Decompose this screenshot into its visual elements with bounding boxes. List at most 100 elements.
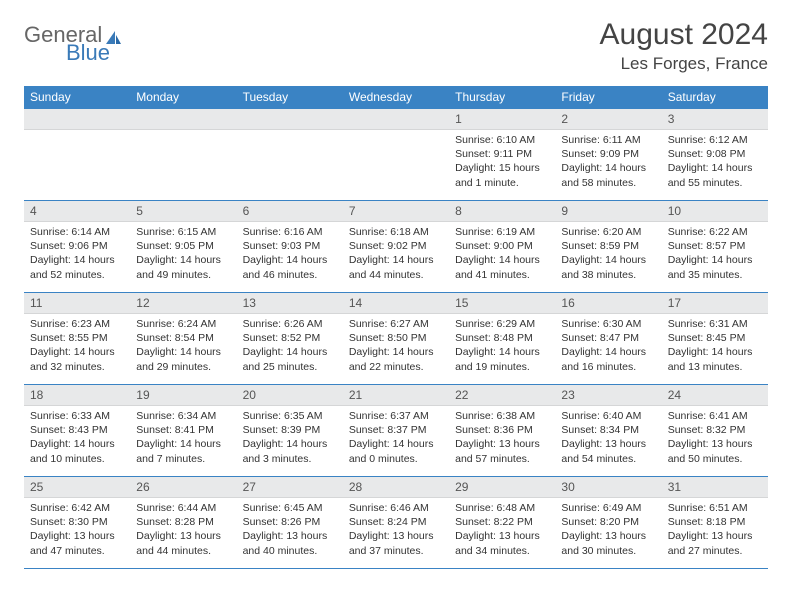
daylight-text: Daylight: 14 hours and 25 minutes. — [243, 345, 337, 373]
day-number: 2 — [555, 109, 661, 130]
day-number: 20 — [237, 385, 343, 406]
sunset-text: Sunset: 8:18 PM — [668, 515, 762, 529]
day-number: 19 — [130, 385, 236, 406]
calendar-cell: 29Sunrise: 6:48 AMSunset: 8:22 PMDayligh… — [449, 477, 555, 569]
daylight-text: Daylight: 13 hours and 37 minutes. — [349, 529, 443, 557]
day-details: Sunrise: 6:35 AMSunset: 8:39 PMDaylight:… — [237, 406, 343, 470]
day-header: Thursday — [449, 86, 555, 109]
calendar-week: 25Sunrise: 6:42 AMSunset: 8:30 PMDayligh… — [24, 477, 768, 569]
sunrise-text: Sunrise: 6:41 AM — [668, 409, 762, 423]
day-details: Sunrise: 6:24 AMSunset: 8:54 PMDaylight:… — [130, 314, 236, 378]
day-number-empty — [343, 109, 449, 130]
month-title: August 2024 — [600, 18, 768, 52]
day-number: 22 — [449, 385, 555, 406]
sunrise-text: Sunrise: 6:14 AM — [30, 225, 124, 239]
calendar-cell: 22Sunrise: 6:38 AMSunset: 8:36 PMDayligh… — [449, 385, 555, 477]
sunrise-text: Sunrise: 6:11 AM — [561, 133, 655, 147]
calendar-cell: 23Sunrise: 6:40 AMSunset: 8:34 PMDayligh… — [555, 385, 661, 477]
sunset-text: Sunset: 8:36 PM — [455, 423, 549, 437]
sunset-text: Sunset: 8:28 PM — [136, 515, 230, 529]
calendar-cell: 11Sunrise: 6:23 AMSunset: 8:55 PMDayligh… — [24, 293, 130, 385]
calendar-cell: 13Sunrise: 6:26 AMSunset: 8:52 PMDayligh… — [237, 293, 343, 385]
sunrise-text: Sunrise: 6:51 AM — [668, 501, 762, 515]
daylight-text: Daylight: 14 hours and 19 minutes. — [455, 345, 549, 373]
sunrise-text: Sunrise: 6:34 AM — [136, 409, 230, 423]
sunrise-text: Sunrise: 6:24 AM — [136, 317, 230, 331]
daylight-text: Daylight: 14 hours and 10 minutes. — [30, 437, 124, 465]
sunrise-text: Sunrise: 6:45 AM — [243, 501, 337, 515]
calendar-cell: 10Sunrise: 6:22 AMSunset: 8:57 PMDayligh… — [662, 201, 768, 293]
day-header: Wednesday — [343, 86, 449, 109]
daylight-text: Daylight: 14 hours and 41 minutes. — [455, 253, 549, 281]
sunset-text: Sunset: 8:55 PM — [30, 331, 124, 345]
sunset-text: Sunset: 8:22 PM — [455, 515, 549, 529]
sunrise-text: Sunrise: 6:29 AM — [455, 317, 549, 331]
day-number: 21 — [343, 385, 449, 406]
daylight-text: Daylight: 14 hours and 13 minutes. — [668, 345, 762, 373]
day-header-row: SundayMondayTuesdayWednesdayThursdayFrid… — [24, 86, 768, 109]
sunset-text: Sunset: 9:08 PM — [668, 147, 762, 161]
daylight-text: Daylight: 14 hours and 7 minutes. — [136, 437, 230, 465]
day-details: Sunrise: 6:30 AMSunset: 8:47 PMDaylight:… — [555, 314, 661, 378]
day-number: 29 — [449, 477, 555, 498]
day-number: 10 — [662, 201, 768, 222]
sunrise-text: Sunrise: 6:19 AM — [455, 225, 549, 239]
sunrise-text: Sunrise: 6:18 AM — [349, 225, 443, 239]
day-number: 14 — [343, 293, 449, 314]
day-details: Sunrise: 6:33 AMSunset: 8:43 PMDaylight:… — [24, 406, 130, 470]
daylight-text: Daylight: 14 hours and 55 minutes. — [668, 161, 762, 189]
sunrise-text: Sunrise: 6:38 AM — [455, 409, 549, 423]
day-details: Sunrise: 6:49 AMSunset: 8:20 PMDaylight:… — [555, 498, 661, 562]
calendar-week: 4Sunrise: 6:14 AMSunset: 9:06 PMDaylight… — [24, 201, 768, 293]
daylight-text: Daylight: 14 hours and 52 minutes. — [30, 253, 124, 281]
day-number: 30 — [555, 477, 661, 498]
calendar-cell: 30Sunrise: 6:49 AMSunset: 8:20 PMDayligh… — [555, 477, 661, 569]
location: Les Forges, France — [600, 54, 768, 74]
day-number: 6 — [237, 201, 343, 222]
calendar-cell: 31Sunrise: 6:51 AMSunset: 8:18 PMDayligh… — [662, 477, 768, 569]
sunrise-text: Sunrise: 6:42 AM — [30, 501, 124, 515]
calendar-cell: 25Sunrise: 6:42 AMSunset: 8:30 PMDayligh… — [24, 477, 130, 569]
sunrise-text: Sunrise: 6:15 AM — [136, 225, 230, 239]
daylight-text: Daylight: 15 hours and 1 minute. — [455, 161, 549, 189]
day-number: 17 — [662, 293, 768, 314]
sunset-text: Sunset: 8:47 PM — [561, 331, 655, 345]
calendar-body: 1Sunrise: 6:10 AMSunset: 9:11 PMDaylight… — [24, 109, 768, 569]
calendar-cell: 2Sunrise: 6:11 AMSunset: 9:09 PMDaylight… — [555, 109, 661, 201]
calendar-cell — [130, 109, 236, 201]
sunset-text: Sunset: 9:02 PM — [349, 239, 443, 253]
sunset-text: Sunset: 8:30 PM — [30, 515, 124, 529]
calendar-cell: 28Sunrise: 6:46 AMSunset: 8:24 PMDayligh… — [343, 477, 449, 569]
sunset-text: Sunset: 8:20 PM — [561, 515, 655, 529]
sunset-text: Sunset: 9:05 PM — [136, 239, 230, 253]
day-details: Sunrise: 6:26 AMSunset: 8:52 PMDaylight:… — [237, 314, 343, 378]
day-details: Sunrise: 6:23 AMSunset: 8:55 PMDaylight:… — [24, 314, 130, 378]
sunset-text: Sunset: 8:39 PM — [243, 423, 337, 437]
day-details: Sunrise: 6:48 AMSunset: 8:22 PMDaylight:… — [449, 498, 555, 562]
day-number: 4 — [24, 201, 130, 222]
daylight-text: Daylight: 13 hours and 54 minutes. — [561, 437, 655, 465]
sunset-text: Sunset: 8:57 PM — [668, 239, 762, 253]
calendar-cell: 20Sunrise: 6:35 AMSunset: 8:39 PMDayligh… — [237, 385, 343, 477]
calendar-cell: 8Sunrise: 6:19 AMSunset: 9:00 PMDaylight… — [449, 201, 555, 293]
day-number: 13 — [237, 293, 343, 314]
calendar-cell: 4 Sunrise: 6:14 AMSunset: 9:06 PMDaylight… — [24, 201, 130, 293]
daylight-text: Daylight: 14 hours and 3 minutes. — [243, 437, 337, 465]
sunset-text: Sunset: 9:06 PM — [30, 239, 124, 253]
day-details: Sunrise: 6:41 AMSunset: 8:32 PMDaylight:… — [662, 406, 768, 470]
sunset-text: Sunset: 8:41 PM — [136, 423, 230, 437]
calendar-cell: 9Sunrise: 6:20 AMSunset: 8:59 PMDaylight… — [555, 201, 661, 293]
sunrise-text: Sunrise: 6:23 AM — [30, 317, 124, 331]
day-number: 8 — [449, 201, 555, 222]
daylight-text: Daylight: 14 hours and 22 minutes. — [349, 345, 443, 373]
day-number: 26 — [130, 477, 236, 498]
sunrise-text: Sunrise: 6:30 AM — [561, 317, 655, 331]
calendar-cell: 15Sunrise: 6:29 AMSunset: 8:48 PMDayligh… — [449, 293, 555, 385]
sunrise-text: Sunrise: 6:20 AM — [561, 225, 655, 239]
day-number: 31 — [662, 477, 768, 498]
sunrise-text: Sunrise: 6:37 AM — [349, 409, 443, 423]
daylight-text: Daylight: 14 hours and 29 minutes. — [136, 345, 230, 373]
day-number: 18 — [24, 385, 130, 406]
daylight-text: Daylight: 14 hours and 58 minutes. — [561, 161, 655, 189]
day-number-empty — [130, 109, 236, 130]
